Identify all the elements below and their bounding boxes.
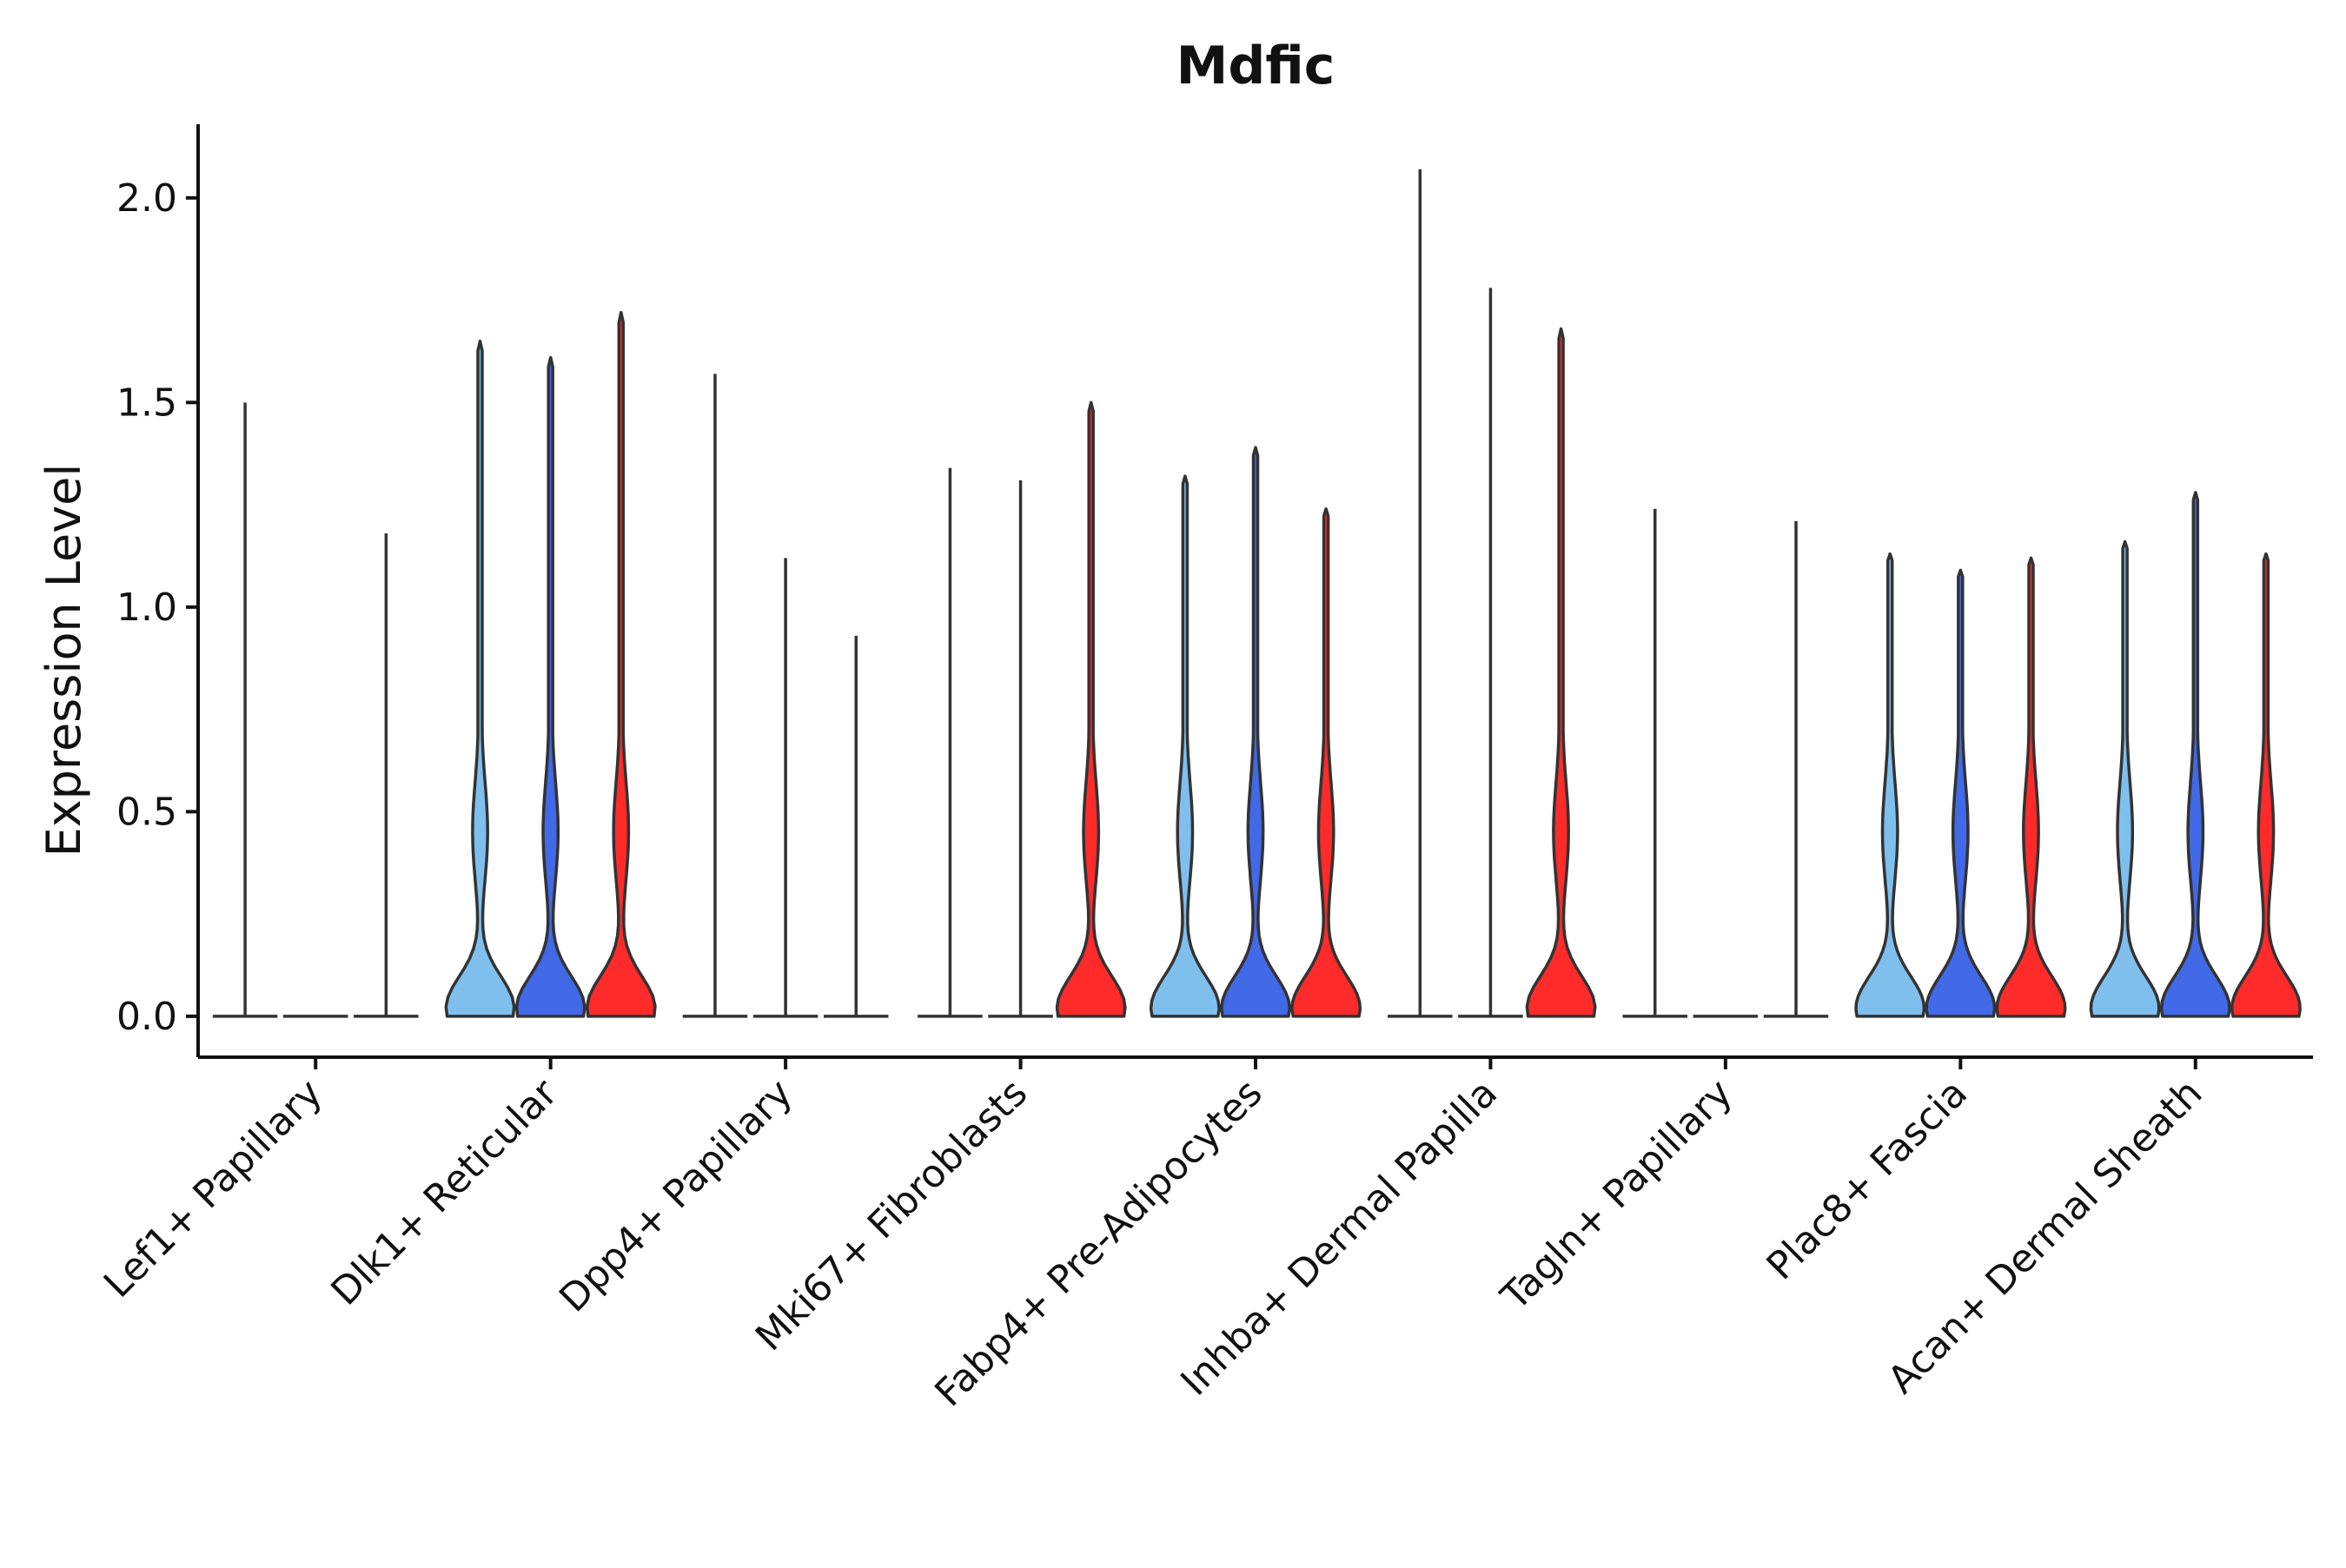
violin-1 (1149, 474, 1221, 1018)
y-tick-label: 0.0 (116, 995, 177, 1039)
x-tick-label: Mki67+ Fibroblasts (747, 1071, 1036, 1360)
violin-2 (1220, 446, 1291, 1018)
y-axis-label: Expression Level (36, 464, 91, 857)
violin-3 (2230, 552, 2302, 1018)
violin-3 (1995, 556, 2067, 1018)
x-tick-label: Dpp4+ Papillary (551, 1071, 801, 1321)
violin-2 (1925, 568, 1997, 1018)
violin-2 (2159, 491, 2231, 1018)
violin-3 (1290, 507, 1362, 1018)
violin-1 (2089, 539, 2161, 1018)
chart-title: Mdfic (1176, 36, 1335, 96)
violin-3 (585, 310, 657, 1018)
y-tick-label: 2.0 (116, 176, 177, 221)
y-tick-label: 1.5 (116, 380, 177, 425)
x-tick-label: Lef1+ Papillary (96, 1071, 331, 1307)
x-tick-label: Tagln+ Papillary (1493, 1071, 1741, 1320)
violin-3 (1525, 327, 1597, 1018)
y-tick-label: 0.5 (116, 790, 177, 834)
violin-2 (514, 355, 586, 1018)
x-tick-label: Dlk1+ Reticular (322, 1070, 567, 1314)
y-tick-label: 1.0 (116, 586, 177, 630)
violin-3 (1055, 400, 1127, 1018)
violin-layer (212, 169, 2302, 1018)
violin-1 (1854, 552, 1926, 1018)
violin-1 (444, 339, 516, 1018)
y-ticks: 0.0 0.5 1.0 1.5 2.0 (116, 176, 198, 1039)
x-tick-label: Plac8+ Fascia (1759, 1071, 1977, 1289)
